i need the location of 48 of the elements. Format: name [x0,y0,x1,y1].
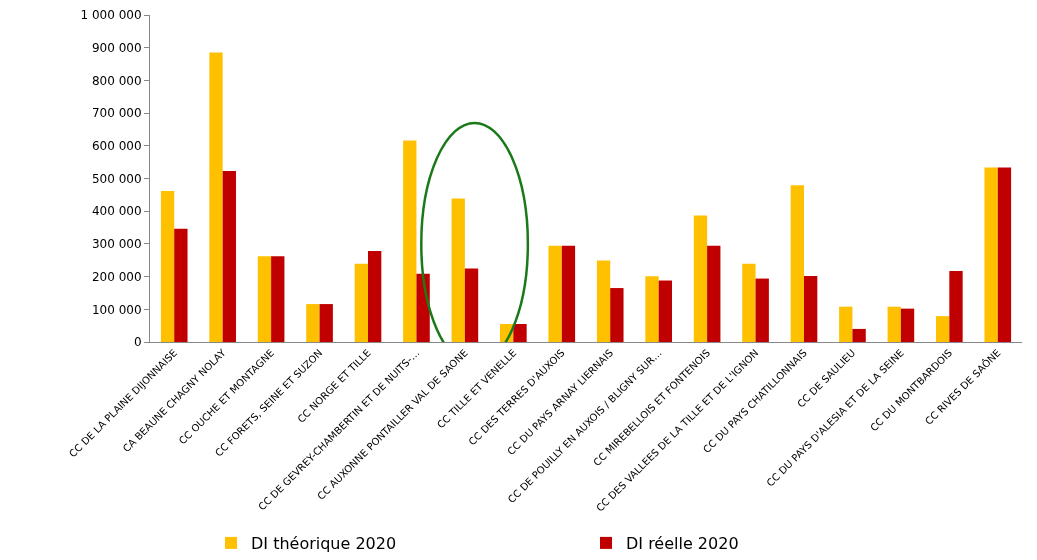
bar [645,276,659,342]
y-tick-label: 0 [133,335,142,350]
bar [548,245,562,342]
bar [222,170,236,342]
legend-label: DI théorique 2020 [251,534,397,554]
bar [160,190,175,342]
bar [209,52,223,342]
bar [693,215,708,342]
bar [403,140,417,342]
bar [561,245,576,342]
bar [804,275,818,342]
bar [658,280,672,342]
bar [887,306,901,342]
legend-label: DI réelle 2020 [626,534,739,554]
bar [984,167,998,342]
bar [949,271,963,342]
bar [900,308,915,342]
y-tick-label: 500 000 [91,171,142,186]
bar [416,273,430,342]
bar [306,304,320,342]
bar [610,288,624,342]
bar [174,228,188,342]
bar [755,278,769,342]
bar [257,256,272,342]
bar [451,198,465,342]
y-tick-label: 800 000 [91,73,142,88]
bar [790,185,804,342]
bar [997,167,1012,342]
y-tick-label: 900 000 [91,40,142,55]
bar [936,316,950,342]
bar [271,256,285,342]
bar [513,324,527,342]
bar [368,251,382,342]
bar [839,306,853,342]
y-tick-label: 100 000 [91,302,142,317]
y-tick-label: 600 000 [91,139,142,153]
bar [354,263,368,342]
bar [319,304,333,342]
y-tick-label: 1 000 000 [80,8,142,23]
bar [596,260,611,342]
bar [742,263,756,342]
bar [707,245,721,342]
y-tick-label: 700 000 [91,106,142,121]
y-tick-label: 400 000 [91,204,142,219]
y-tick-label: 300 000 [91,237,142,252]
y-tick-label: 200 000 [91,269,142,284]
bar [852,328,866,342]
bar [464,268,479,342]
